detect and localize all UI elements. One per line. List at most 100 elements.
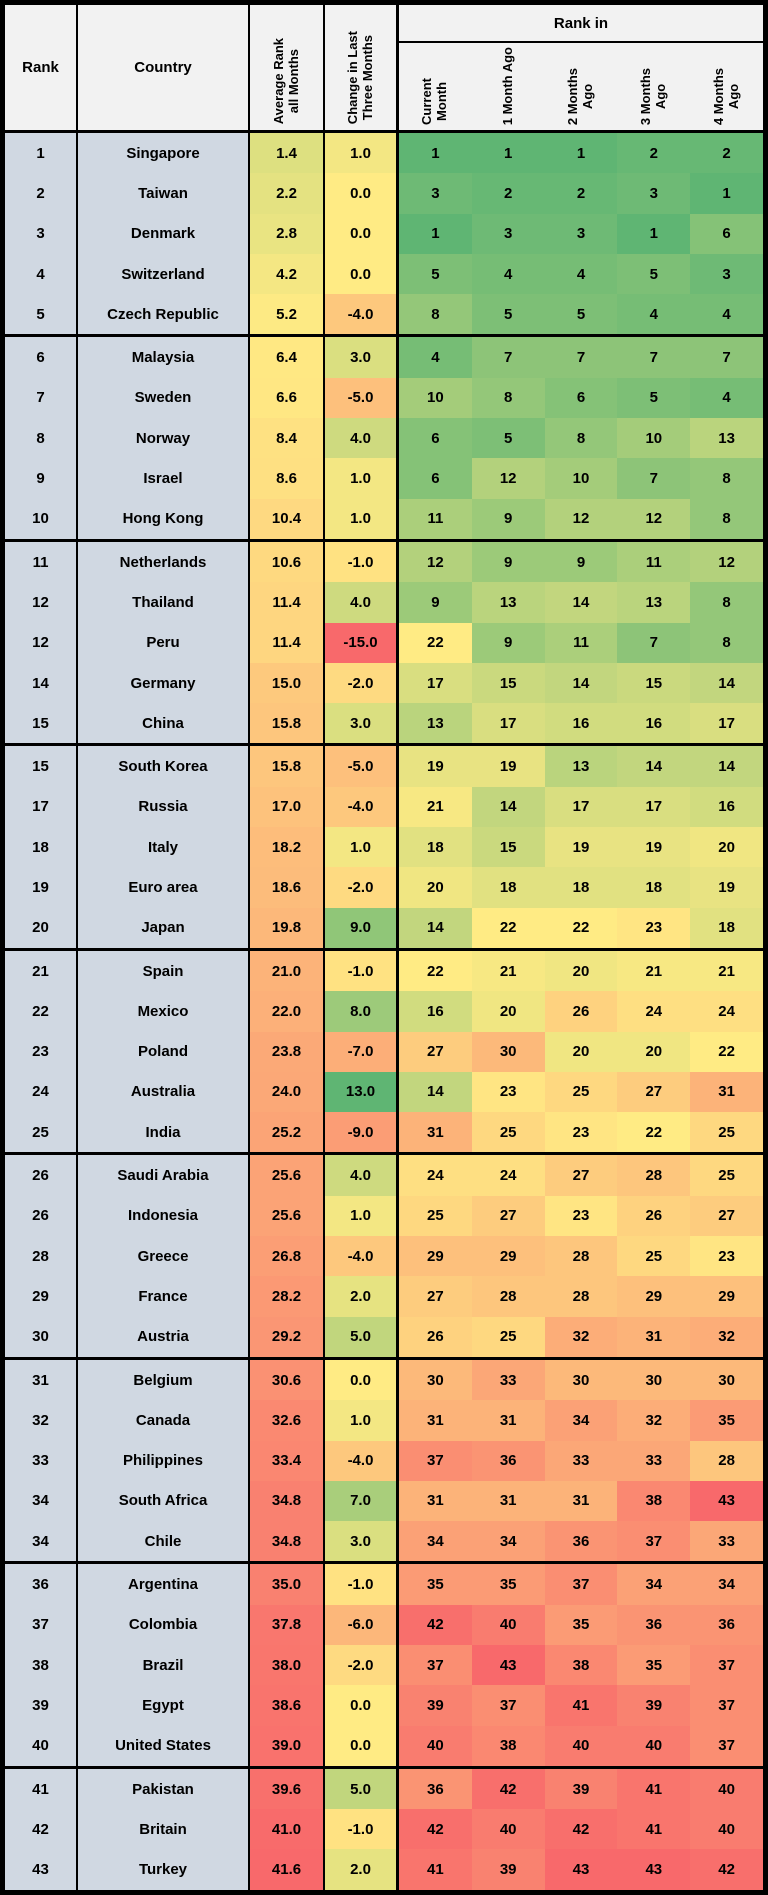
month-rank-cell: 31 — [544, 1480, 618, 1522]
change-cell: -9.0 — [325, 1112, 399, 1153]
rank-cell: 31 — [5, 1359, 78, 1401]
month-rank-cell: 16 — [544, 703, 618, 744]
month-rank-cell: 42 — [690, 1849, 763, 1890]
country-cell: Peru — [78, 622, 250, 663]
change-cell: 5.0 — [325, 1316, 399, 1357]
month-rank-cell: 40 — [690, 1809, 763, 1850]
table-row: 21 Spain 21.0 -1.0 22 21 20 21 21 — [5, 947, 763, 992]
average-rank-cell: 24.0 — [250, 1071, 325, 1113]
month-rank-cell: 37 — [399, 1440, 472, 1481]
month-rank-cell: 17 — [471, 703, 545, 744]
average-rank-cell: 34.8 — [250, 1521, 325, 1562]
month-rank-cell: 17 — [544, 786, 618, 828]
month-rank-cell: 2 — [471, 173, 545, 214]
average-rank-cell: 38.0 — [250, 1644, 325, 1686]
country-cell: Greece — [78, 1236, 250, 1277]
month-rank-cell: 17 — [690, 703, 763, 744]
month-rank-cell: 40 — [690, 1768, 763, 1810]
average-rank-cell: 23.8 — [250, 1031, 325, 1072]
month-rank-cell: 19 — [617, 827, 691, 868]
country-cell: Euro area — [78, 867, 250, 908]
average-rank-cell: 28.2 — [250, 1276, 325, 1317]
country-cell: Colombia — [78, 1604, 250, 1645]
country-cell: Poland — [78, 1031, 250, 1072]
rank-cell: 2 — [5, 173, 78, 214]
month-rank-cell: 23 — [471, 1071, 545, 1113]
average-rank-cell: 19.8 — [250, 907, 325, 948]
average-rank-cell: 37.8 — [250, 1604, 325, 1645]
month-rank-cell: 13 — [399, 703, 472, 744]
month-rank-cell: 14 — [471, 786, 545, 828]
average-rank-cell: 10.6 — [250, 541, 325, 583]
month-rank-cell: 1 — [471, 133, 545, 174]
month-rank-cell: 24 — [617, 991, 691, 1032]
month-rank-cell: 32 — [544, 1316, 618, 1357]
month-rank-cell: 37 — [690, 1725, 763, 1766]
one-month-ago-column-header: 1 Month Ago — [472, 43, 545, 130]
month-rank-cell: 29 — [471, 1236, 545, 1277]
country-cell: South Africa — [78, 1480, 250, 1522]
month-rank-cell: 3 — [617, 173, 691, 214]
rank-cell: 15 — [5, 703, 78, 744]
month-rank-cell: 8 — [690, 582, 763, 623]
country-cell: Canada — [78, 1400, 250, 1441]
rank-column-header-label: Rank — [22, 59, 59, 76]
country-cell: Singapore — [78, 133, 250, 174]
rank-cell: 19 — [5, 867, 78, 908]
rank-cell: 17 — [5, 786, 78, 828]
rank-cell: 36 — [5, 1564, 78, 1605]
average-rank-cell: 35.0 — [250, 1564, 325, 1605]
country-cell: Hong Kong — [78, 498, 250, 539]
country-cell: Brazil — [78, 1644, 250, 1686]
table-row: 36 Argentina 35.0 -1.0 35 35 37 34 34 — [5, 1561, 763, 1605]
month-rank-cell: 25 — [471, 1112, 545, 1153]
month-rank-cell: 36 — [399, 1768, 472, 1810]
change-cell: -15.0 — [325, 622, 399, 663]
month-rank-cell: 8 — [471, 377, 545, 419]
month-rank-cell: 22 — [690, 1031, 763, 1072]
change-cell: 7.0 — [325, 1480, 399, 1522]
change-cell: 2.0 — [325, 1276, 399, 1317]
month-rank-cell: 17 — [617, 786, 691, 828]
change-cell: 4.0 — [325, 1155, 399, 1196]
month-rank-cell: 43 — [544, 1849, 618, 1890]
rank-cell: 41 — [5, 1768, 78, 1810]
month-rank-cell: 25 — [690, 1112, 763, 1153]
country-cell: Czech Republic — [78, 294, 250, 335]
rank-cell: 11 — [5, 541, 78, 583]
country-cell: Sweden — [78, 377, 250, 419]
month-rank-cell: 37 — [471, 1685, 545, 1726]
change-cell: 4.0 — [325, 582, 399, 623]
month-rank-cell: 5 — [471, 294, 545, 335]
rank-cell: 10 — [5, 498, 78, 539]
month-rank-cell: 35 — [690, 1400, 763, 1441]
table-row: 38 Brazil 38.0 -2.0 37 43 38 35 37 — [5, 1644, 763, 1686]
average-rank-cell: 17.0 — [250, 786, 325, 828]
average-rank-cell: 30.6 — [250, 1359, 325, 1401]
month-rank-cell: 27 — [399, 1031, 472, 1072]
change-cell: 3.0 — [325, 1521, 399, 1562]
month-rank-cell: 9 — [471, 541, 545, 583]
month-rank-cell: 40 — [399, 1725, 472, 1766]
change-cell: 5.0 — [325, 1768, 399, 1810]
month-rank-cell: 34 — [399, 1521, 472, 1562]
average-rank-cell: 6.4 — [250, 337, 325, 378]
month-rank-cell: 18 — [690, 907, 763, 948]
month-rank-cell: 20 — [690, 827, 763, 868]
month-rank-cell: 6 — [690, 213, 763, 254]
month-rank-cell: 14 — [399, 1071, 472, 1113]
month-rank-cell: 6 — [544, 377, 618, 419]
three-months-ago-column-header-label: 3 Months Ago — [637, 67, 668, 125]
average-rank-cell: 39.6 — [250, 1768, 325, 1810]
month-rank-cell: 29 — [690, 1276, 763, 1317]
month-rank-cell: 43 — [617, 1849, 691, 1890]
average-rank-cell: 26.8 — [250, 1236, 325, 1277]
month-rank-cell: 36 — [471, 1440, 545, 1481]
country-cell: India — [78, 1112, 250, 1153]
month-rank-cell: 26 — [399, 1316, 472, 1357]
month-rank-cell: 7 — [617, 622, 691, 663]
month-rank-cell: 14 — [690, 662, 763, 704]
change-cell: -1.0 — [325, 1809, 399, 1850]
average-rank-cell: 29.2 — [250, 1316, 325, 1357]
table-row: 8 Norway 8.4 4.0 6 5 8 10 13 — [5, 418, 763, 459]
